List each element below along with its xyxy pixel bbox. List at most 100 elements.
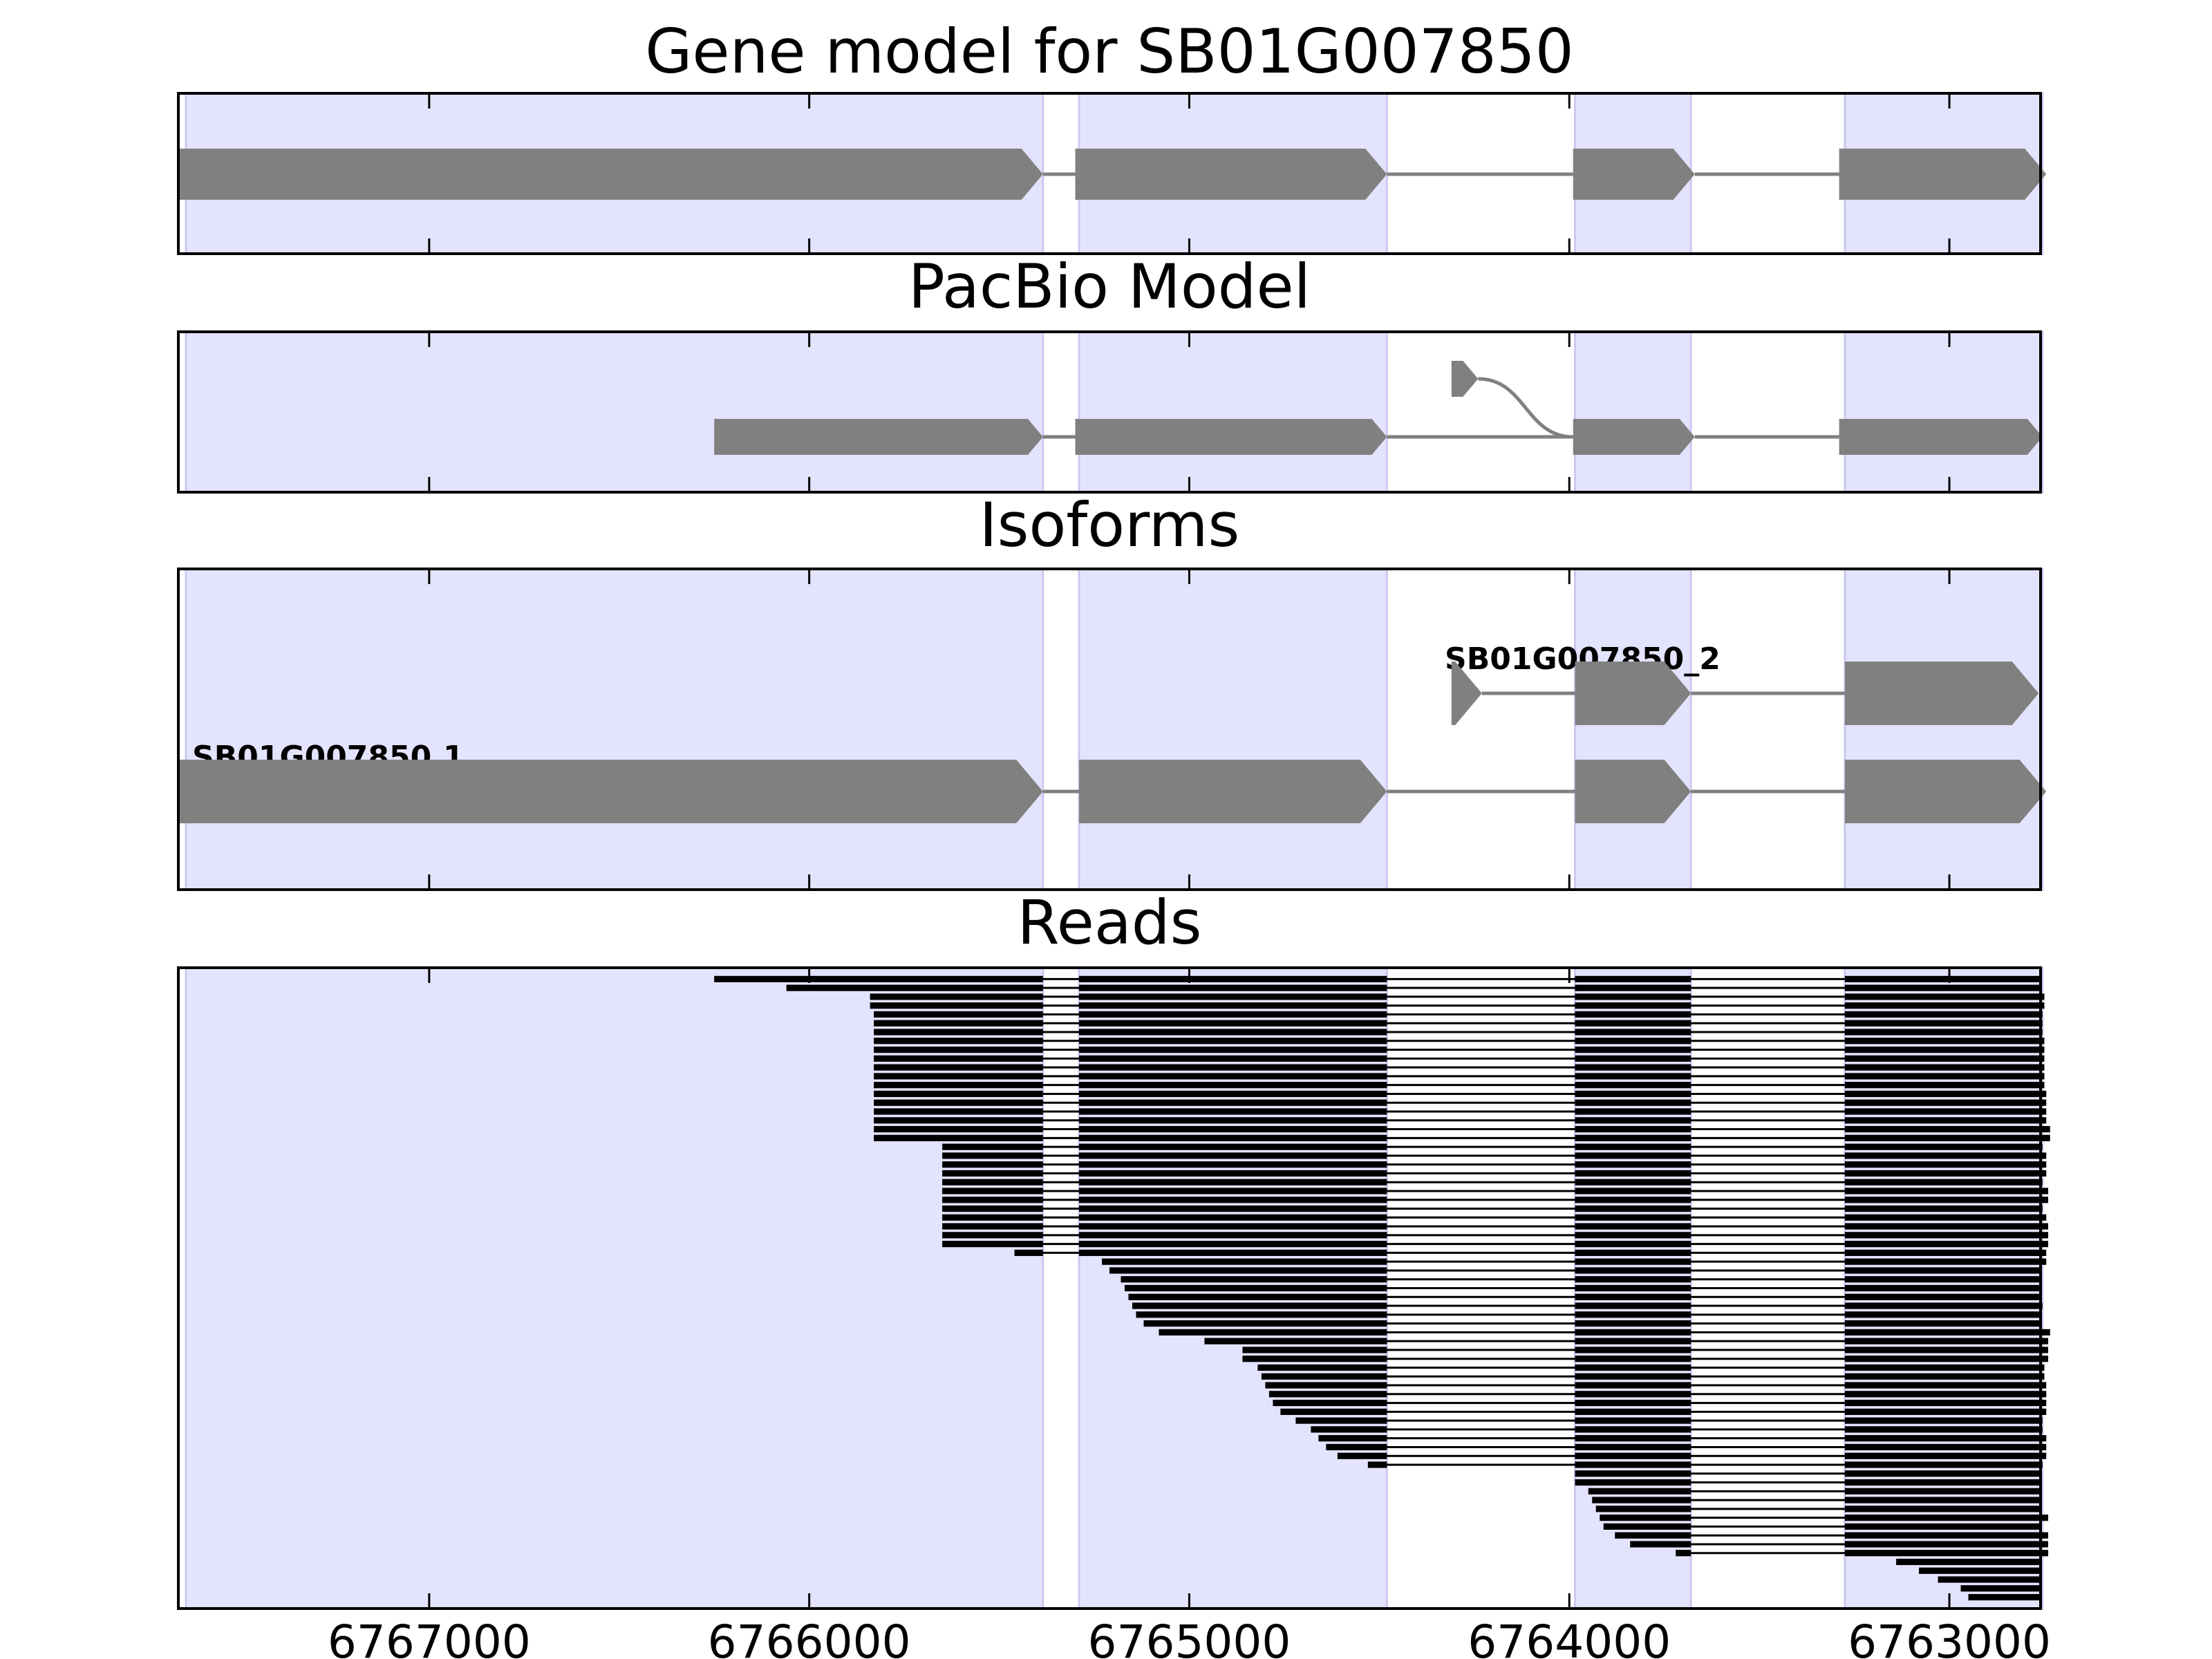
read-segment (1257, 1364, 1387, 1371)
read-segment (1844, 1064, 2045, 1071)
read-segment (1844, 1276, 2041, 1283)
read-segment (874, 1108, 1043, 1115)
read-segment (1844, 1550, 2048, 1557)
read-segment (1844, 1532, 2048, 1539)
exon-block (1451, 361, 1479, 397)
read-segment (1079, 1188, 1387, 1194)
read-segment (1844, 1258, 2047, 1265)
read-segment (1676, 1550, 1691, 1557)
read-segment (1896, 1558, 2041, 1566)
read-segment (1575, 1479, 1691, 1486)
read-segment (1575, 1391, 1691, 1398)
read-segment (1844, 1073, 2045, 1080)
exon-region-shade (185, 966, 1044, 1610)
read-segment (1079, 1197, 1387, 1203)
read-segment (1575, 1470, 1691, 1477)
read-segment (1844, 1134, 2050, 1141)
panel-pacbio-model: PacBio Model (177, 251, 2044, 494)
read-segment (1575, 1099, 1691, 1106)
read-segment (1079, 1117, 1387, 1124)
read-segment (874, 1073, 1043, 1080)
read-segment (1844, 1143, 2043, 1150)
read-segment (1844, 1090, 2047, 1098)
read-segment (874, 1125, 1043, 1133)
read-segment (1844, 1497, 2041, 1503)
read-segment (1844, 1541, 2048, 1548)
read-segment (1575, 1108, 1691, 1115)
read-segment (1844, 1417, 2043, 1424)
exon-block (178, 760, 1043, 823)
read-segment (1844, 1241, 2048, 1248)
read-segment (1280, 1408, 1387, 1415)
read-segment (1575, 1452, 1691, 1459)
read-segment (1844, 1329, 2050, 1335)
read-segment (1079, 975, 1387, 982)
read-segment (1603, 1523, 1691, 1530)
read-segment (1600, 1515, 1691, 1521)
read-segment (1844, 1214, 2047, 1221)
read-segment (1844, 1197, 2048, 1203)
read-segment (1079, 1002, 1387, 1009)
read-segment (1575, 1293, 1691, 1300)
read-segment (1575, 1143, 1691, 1150)
read-segment (942, 1152, 1043, 1159)
exon-block (714, 419, 1043, 455)
read-segment (1575, 993, 1691, 1000)
read-segment (1844, 975, 2041, 982)
read-segment (1079, 1038, 1387, 1044)
read-segment (1844, 1223, 2048, 1230)
read-segment (1575, 1090, 1691, 1098)
read-segment (1079, 1055, 1387, 1062)
read-segment (1128, 1293, 1387, 1300)
read-segment (1575, 1311, 1691, 1318)
read-segment (1575, 1320, 1691, 1327)
read-segment (1575, 1161, 1691, 1168)
read-segment (1575, 1082, 1691, 1089)
read-segment (1844, 1038, 2045, 1044)
read-segment (1575, 1347, 1691, 1353)
read-segment (1143, 1320, 1387, 1327)
read-segment (1844, 1179, 2043, 1185)
read-segment (1844, 1046, 2045, 1053)
read-segment (870, 993, 1043, 1000)
read-segment (1844, 1347, 2048, 1353)
x-tick-label: 6767000 (328, 1615, 531, 1659)
exon-block (178, 149, 1043, 200)
read-segment (1079, 1046, 1387, 1053)
read-segment (1844, 1311, 2041, 1318)
read-segment (1079, 1073, 1387, 1080)
read-segment (1844, 1426, 2043, 1433)
read-segment (1109, 1267, 1387, 1274)
read-segment (1844, 993, 2045, 1000)
read-segment (942, 1205, 1043, 1212)
read-segment (942, 1241, 1043, 1248)
read-segment (1844, 984, 2041, 991)
exon-region-shade (1078, 330, 1388, 494)
exon-block (1839, 149, 2047, 200)
read-segment (1844, 1506, 2041, 1512)
exon-region-shade (1844, 568, 2044, 891)
read-segment (1844, 1099, 2047, 1106)
read-segment (1079, 1082, 1387, 1089)
read-segment (1337, 1452, 1387, 1459)
exon-region-shade (1844, 330, 2044, 494)
read-segment (1844, 1284, 2041, 1292)
read-segment (1121, 1276, 1387, 1283)
read-segment (1079, 1143, 1387, 1150)
panel-title-isoforms: Isoforms (980, 489, 1240, 561)
read-segment (1204, 1338, 1387, 1344)
read-segment (1844, 1391, 2047, 1398)
read-segment (1575, 1417, 1691, 1424)
read-segment (1595, 1506, 1691, 1512)
read-segment (1844, 1452, 2047, 1459)
exon-block (1844, 662, 2039, 725)
read-segment (1079, 1011, 1387, 1018)
read-segment (1575, 1258, 1691, 1265)
read-segment (1079, 1099, 1387, 1106)
read-segment (1575, 1223, 1691, 1230)
read-segment (942, 1223, 1043, 1230)
read-segment (1079, 993, 1387, 1000)
read-segment (1844, 1011, 2043, 1018)
read-segment (1079, 1020, 1387, 1027)
read-segment (1575, 1038, 1691, 1044)
